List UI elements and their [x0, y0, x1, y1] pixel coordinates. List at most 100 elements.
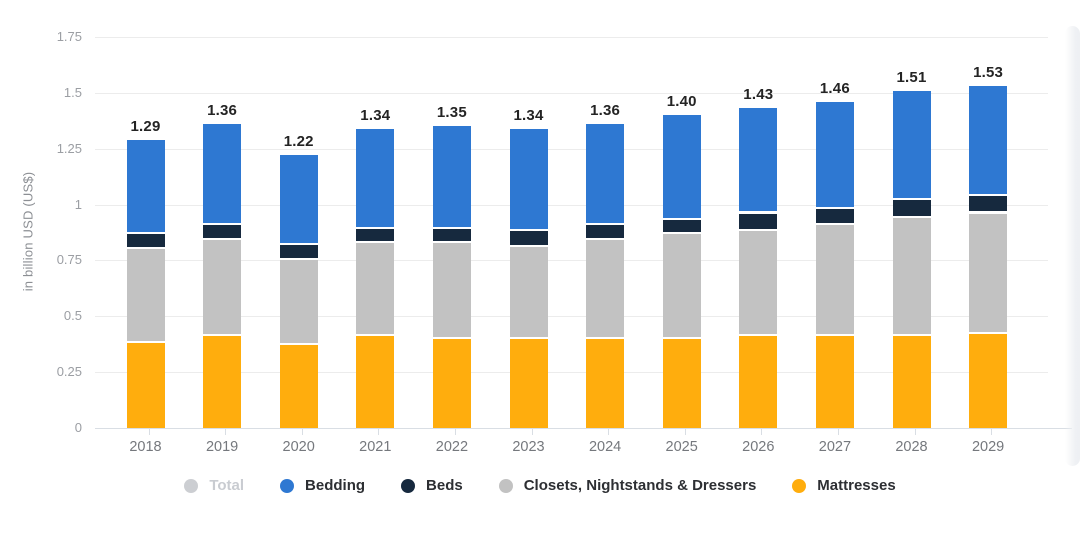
- bar-segment-beds-2029[interactable]: [969, 195, 1008, 214]
- legend-item-mattresses[interactable]: Mattresses: [792, 477, 896, 494]
- bar-segment-mattresses-2022[interactable]: [432, 338, 471, 428]
- gridline: [95, 92, 1048, 94]
- bar-segment-bedding-2028[interactable]: [892, 90, 931, 201]
- bar-total-label: 1.40: [666, 93, 697, 111]
- chart-legend: Total Bedding Beds Closets, Nightstands & D…: [0, 477, 1080, 494]
- y-axis-title: in billion USD (US$): [20, 171, 36, 292]
- bar-segment-beds-2018[interactable]: [126, 233, 165, 250]
- bar-segment-beds-2022[interactable]: [432, 229, 471, 243]
- bar-segment-closets-nightstands-dressers-2026[interactable]: [739, 231, 778, 337]
- legend-item-bedding[interactable]: Bedding: [280, 477, 365, 494]
- x-axis-label: 2024: [588, 439, 622, 455]
- y-axis-tick-label: 0.75: [56, 252, 82, 268]
- y-axis-tick-label: 1.25: [56, 140, 82, 156]
- bar-segment-closets-nightstands-dressers-2025[interactable]: [662, 233, 701, 339]
- x-axis-tick: [148, 429, 150, 435]
- bar-segment-beds-2026[interactable]: [739, 213, 778, 232]
- bar-segment-closets-nightstands-dressers-2028[interactable]: [892, 217, 931, 337]
- bar-segment-bedding-2024[interactable]: [586, 124, 625, 225]
- bar-total-label: 1.29: [130, 117, 161, 135]
- bar-segment-mattresses-2021[interactable]: [356, 336, 395, 428]
- x-axis-tick: [378, 429, 380, 435]
- gridline: [95, 372, 1048, 374]
- x-axis-label: 2028: [895, 439, 928, 455]
- x-axis-tick: [837, 429, 839, 435]
- gridline: [95, 204, 1048, 206]
- bar-total-label: 1.22: [283, 133, 314, 151]
- legend-dot-closets-nightstands-dressers: [498, 478, 513, 493]
- bar-segment-bedding-2022[interactable]: [432, 126, 471, 230]
- bar-segment-beds-2020[interactable]: [279, 244, 318, 261]
- legend-item-label: Bedding: [305, 477, 366, 494]
- bar-segment-mattresses-2026[interactable]: [739, 336, 778, 428]
- gridline: [95, 37, 1048, 38]
- x-axis-label: 2025: [665, 439, 698, 455]
- legend-dot-mattresses: [792, 478, 807, 493]
- bar-segment-bedding-2025[interactable]: [662, 115, 701, 221]
- bar-segment-closets-nightstands-dressers-2019[interactable]: [203, 240, 242, 337]
- x-axis-label: 2026: [742, 439, 775, 455]
- x-axis-label: 2029: [971, 439, 1005, 455]
- y-axis-tick-label: 0.25: [56, 364, 82, 380]
- bar-segment-mattresses-2029[interactable]: [969, 334, 1008, 428]
- x-axis-tick: [914, 429, 916, 435]
- y-axis-tick-label: 1.75: [56, 29, 82, 44]
- legend-item-label: Total: [209, 477, 245, 494]
- gridline: [95, 316, 1048, 318]
- bar-segment-beds-2024[interactable]: [586, 224, 625, 241]
- bar-segment-mattresses-2025[interactable]: [662, 338, 701, 428]
- bar-segment-beds-2023[interactable]: [509, 231, 548, 247]
- bar-segment-mattresses-2018[interactable]: [126, 343, 165, 428]
- bar-segment-closets-nightstands-dressers-2027[interactable]: [815, 224, 854, 337]
- bar-segment-bedding-2023[interactable]: [509, 128, 548, 232]
- bar-segment-beds-2019[interactable]: [203, 224, 242, 241]
- legend-item-beds[interactable]: Beds: [401, 477, 463, 494]
- x-axis-label: 2018: [129, 439, 162, 455]
- bar-segment-closets-nightstands-dressers-2024[interactable]: [586, 240, 625, 339]
- x-axis-label: 2019: [205, 439, 239, 455]
- bar-total-label: 1.34: [360, 106, 391, 124]
- bar-segment-closets-nightstands-dressers-2020[interactable]: [279, 260, 318, 346]
- x-axis-label: 2023: [512, 439, 545, 455]
- bar-segment-closets-nightstands-dressers-2018[interactable]: [126, 249, 165, 344]
- x-axis-line: [95, 428, 1072, 429]
- legend-dot-beds: [401, 478, 416, 493]
- bar-segment-mattresses-2028[interactable]: [892, 336, 931, 428]
- bar-segment-closets-nightstands-dressers-2022[interactable]: [432, 242, 471, 339]
- bar-segment-closets-nightstands-dressers-2023[interactable]: [509, 247, 548, 339]
- bar-segment-beds-2027[interactable]: [815, 209, 854, 225]
- bar-segment-bedding-2026[interactable]: [739, 108, 778, 214]
- bar-total-label: 1.51: [896, 68, 927, 86]
- bar-segment-mattresses-2023[interactable]: [509, 338, 548, 428]
- bar-segment-bedding-2020[interactable]: [279, 155, 318, 245]
- bar-segment-beds-2025[interactable]: [662, 220, 701, 234]
- bar-segment-bedding-2019[interactable]: [203, 124, 242, 225]
- bar-segment-closets-nightstands-dressers-2029[interactable]: [969, 213, 1008, 335]
- bar-segment-beds-2021[interactable]: [356, 229, 395, 243]
- legend-dot-bedding: [280, 478, 295, 493]
- bar-segment-mattresses-2019[interactable]: [203, 336, 242, 428]
- x-axis-tick: [608, 429, 610, 435]
- legend-dot-total: [184, 478, 199, 493]
- legend-item-label: Beds: [426, 477, 463, 494]
- x-axis-tick: [301, 429, 303, 435]
- legend-item-closets-nightstands-dressers[interactable]: Closets, Nightstands & Dressers: [498, 477, 756, 494]
- legend-item-total[interactable]: Total: [184, 477, 244, 494]
- bar-segment-bedding-2018[interactable]: [126, 139, 165, 234]
- bar-segment-bedding-2021[interactable]: [356, 128, 395, 230]
- bar-segment-mattresses-2027[interactable]: [815, 336, 854, 428]
- x-axis-tick: [225, 429, 227, 435]
- x-axis-tick: [761, 429, 763, 435]
- bar-segment-bedding-2029[interactable]: [969, 86, 1008, 196]
- bar-segment-closets-nightstands-dressers-2021[interactable]: [356, 242, 395, 337]
- x-axis-tick: [684, 429, 686, 435]
- bar-total-label: 1.46: [819, 79, 850, 97]
- x-axis-tick: [531, 429, 533, 435]
- y-axis-tick-label: 0: [74, 420, 82, 435]
- bar-segment-mattresses-2024[interactable]: [586, 338, 625, 428]
- bar-segment-beds-2028[interactable]: [892, 200, 931, 218]
- y-axis-tick-label: 1: [74, 196, 82, 212]
- bar-segment-bedding-2027[interactable]: [815, 101, 854, 210]
- bar-segment-mattresses-2020[interactable]: [279, 345, 318, 428]
